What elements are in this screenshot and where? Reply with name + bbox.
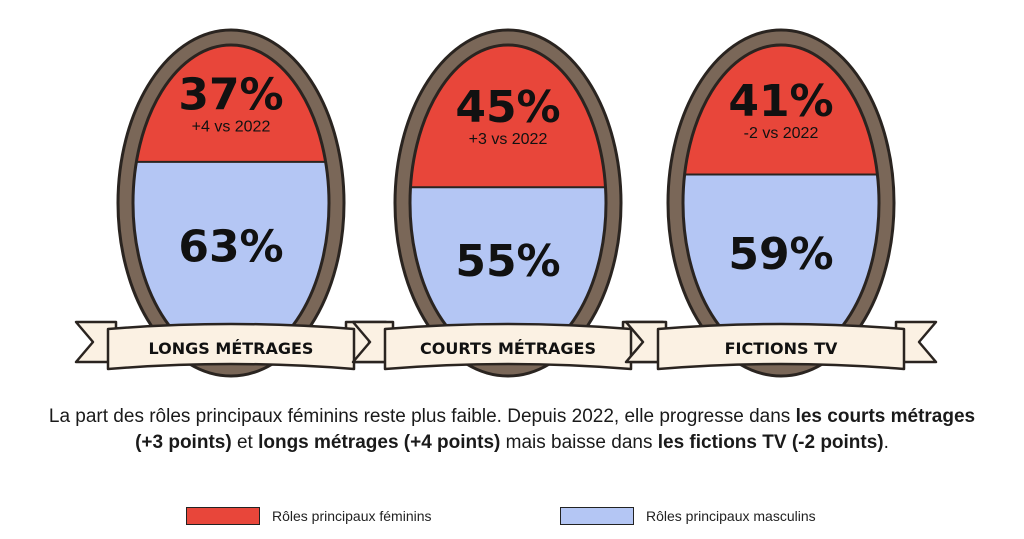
caption-text-1: La part des rôles principaux féminins re… [48,406,796,427]
ribbon-longs: LONGS MÉTRAGES [74,320,388,371]
change-label: +4 vs 2022 [192,118,271,135]
category-label: COURTS MÉTRAGES [420,339,596,358]
legend-label-feminin: Rôles principaux féminins [272,508,432,524]
caption-text-3: mais baisse dans [500,432,658,453]
ribbon-band [656,322,906,371]
caption: La part des rôles principaux féminins re… [40,404,984,456]
caption-bold-courts: les courts métrages (+3 points) [135,406,976,453]
ribbon-band [383,322,633,371]
ribbon-tail-right [894,320,938,364]
data-label-masculin: 55% [455,236,560,287]
ribbon-tail-left [74,320,118,364]
ribbon-band [106,322,356,371]
change-label: -2 vs 2022 [744,125,819,142]
ribbon-courts: COURTS MÉTRAGES [351,320,665,371]
oval-charts: 37%+4 vs 2022 63% LONGS MÉTRAGES 45%+3 vs 2… [74,28,938,378]
data-label-masculin: 59% [728,229,833,280]
category-label: LONGS MÉTRAGES [149,339,314,358]
medallion-tv: 41%-2 vs 2022 59% FICTIONS TV [624,28,938,378]
caption-bold-longs: longs métrages (+4 points) [258,432,501,453]
ribbon-tail-left [351,320,395,364]
legend-label-masculin: Rôles principaux masculins [646,508,816,524]
data-label-feminin: 45% [455,82,560,133]
caption-text-2: et [231,432,259,453]
data-label-feminin: 41% [728,76,833,127]
ribbon-tail-left [624,320,668,364]
legend-swatch-masculin [560,507,634,525]
data-label-masculin: 63% [178,222,283,273]
caption-text-4: . [883,432,889,453]
caption-bold-tv: les fictions TV (-2 points) [657,432,884,453]
ribbon-tv: FICTIONS TV [624,320,938,371]
category-label: FICTIONS TV [725,339,838,358]
legend-swatch-feminin [186,507,260,525]
data-label-feminin: 37% [178,69,283,120]
legend-masculin: Rôles principaux masculins [560,506,816,526]
medallion-longs: 37%+4 vs 2022 63% LONGS MÉTRAGES [74,28,388,378]
medallion-courts: 45%+3 vs 2022 55% COURTS MÉTRAGES [351,28,665,378]
legend-feminin: Rôles principaux féminins [186,506,432,526]
change-label: +3 vs 2022 [469,131,548,148]
